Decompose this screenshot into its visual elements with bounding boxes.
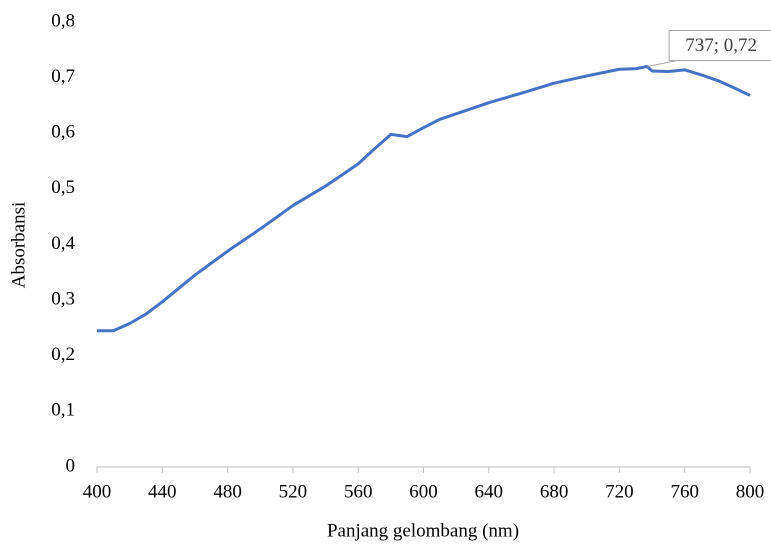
x-tick-label: 800 (736, 481, 765, 502)
data-line (97, 65, 751, 333)
annotation-box (668, 30, 771, 61)
y-tick-label: 0,1 (51, 400, 75, 421)
x-tick-label: 640 (475, 481, 504, 502)
y-tick-label: 0,5 (51, 177, 75, 198)
x-tick-label: 680 (540, 481, 569, 502)
y-tick-label: 0 (66, 455, 76, 476)
x-tick-label: 600 (409, 481, 438, 502)
y-tick-label: 0,3 (51, 288, 75, 309)
y-tick-label: 0,4 (51, 233, 75, 254)
annotation: 737; 0,72 (685, 35, 757, 56)
x-tick-label: 400 (83, 481, 112, 502)
y-tick-label: 0,7 (51, 66, 75, 87)
y-tick-label: 0,6 (51, 122, 75, 143)
y-axis-label: Absorbansi (8, 202, 29, 289)
x-tick-label: 760 (670, 481, 699, 502)
x-tick-label: 480 (213, 481, 242, 502)
y-tick-label: 0,8 (51, 10, 75, 31)
x-tick-label: 440 (148, 481, 177, 502)
annotation-leader (647, 60, 678, 67)
x-axis-label: Panjang gelombang (nm) (327, 520, 519, 541)
y-tick-label: 0,2 (51, 344, 75, 365)
x-tick-label: 560 (344, 481, 373, 502)
x-tick-label: 520 (279, 481, 308, 502)
x-tick-label: 720 (605, 481, 634, 502)
